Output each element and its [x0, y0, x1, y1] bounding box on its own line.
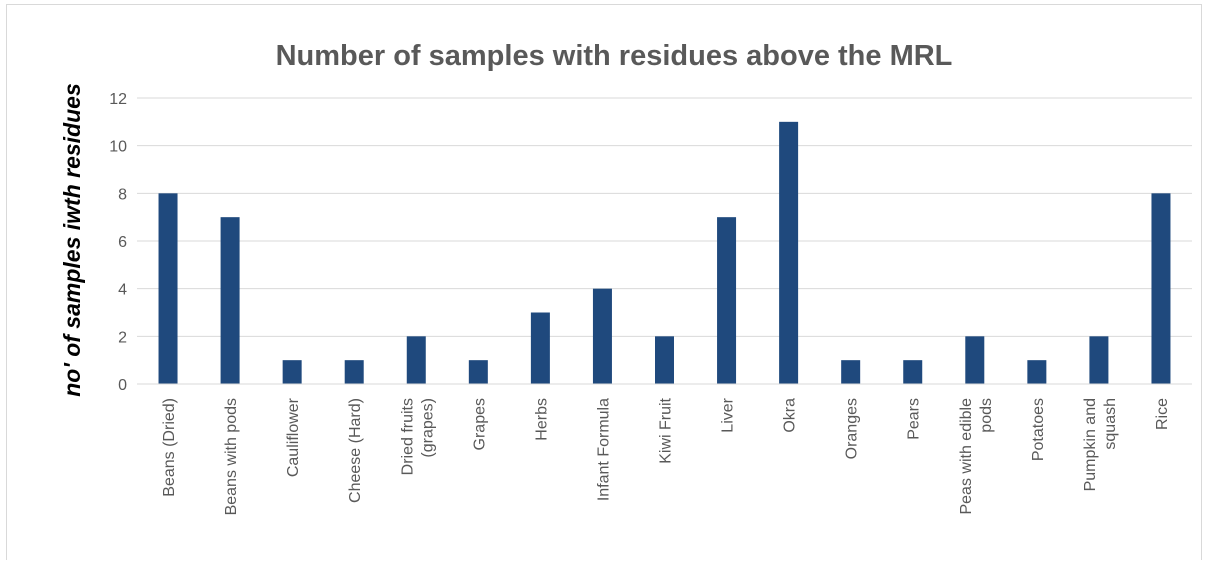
x-tick-label-line: squash — [1102, 398, 1119, 450]
x-axis-ticks: Beans (Dried) Beans with pods Cauliflower C… — [161, 397, 1171, 515]
x-tick-label-line: Pears — [906, 398, 923, 440]
y-tick-label: 12 — [109, 91, 127, 108]
bars — [158, 121, 1171, 384]
x-tick-label-line: Peas with edible — [958, 398, 975, 515]
y-tick-label: 2 — [118, 329, 127, 346]
x-tick-label-line: Liver — [720, 397, 737, 432]
bar — [1151, 193, 1171, 384]
y-tick-label: 6 — [118, 234, 127, 251]
bar — [841, 360, 861, 384]
x-tick-label-line: Potatoes — [1030, 398, 1047, 461]
y-tick-label: 4 — [118, 282, 127, 299]
chart-frame — [6, 4, 1202, 560]
bar — [903, 360, 923, 384]
bar — [717, 217, 737, 384]
x-tick-label: Pears — [906, 398, 923, 440]
x-tick-label: Beans (Dried) — [161, 398, 178, 497]
x-tick-label-line: Kiwi Fruit — [658, 397, 675, 463]
x-tick-label: Pumpkin and squash — [1082, 398, 1119, 491]
bar — [220, 217, 240, 384]
x-tick-label-line: Beans with pods — [223, 398, 240, 515]
x-tick-label: Infant Formula — [595, 398, 612, 501]
bar — [655, 336, 674, 384]
bar — [344, 360, 364, 384]
x-tick-label: Cheese (Hard) — [347, 398, 364, 503]
x-tick-label-line: Grapes — [471, 398, 488, 450]
x-tick-label-line: Herbs — [533, 398, 550, 441]
x-tick-label-line: pods — [978, 398, 995, 433]
y-tick-label: 8 — [118, 186, 127, 203]
x-tick-label: Liver — [720, 397, 737, 432]
y-axis-ticks: 0 2 4 6 8 10 12 — [109, 91, 127, 394]
x-tick-label: Cauliflower — [285, 397, 302, 477]
bar — [592, 288, 612, 384]
bar — [1089, 336, 1109, 384]
x-tick-label: Grapes — [471, 398, 488, 450]
x-tick-label: Herbs — [533, 398, 550, 441]
y-tick-label: 0 — [118, 377, 127, 394]
y-tick-label: 10 — [109, 139, 127, 156]
gridlines — [137, 97, 1192, 337]
x-tick-label: Dried fruits (grapes) — [399, 398, 436, 475]
x-tick-label-line: Cheese (Hard) — [347, 398, 364, 503]
x-tick-label-line: Cauliflower — [285, 397, 302, 477]
y-axis-label: no' of samples iwth residues — [59, 83, 85, 397]
bar — [158, 193, 178, 384]
bar — [1027, 360, 1047, 384]
x-tick-label-line: Pumpkin and — [1082, 398, 1099, 491]
x-tick-label-line: Okra — [782, 398, 799, 433]
x-tick-label-line: (grapes) — [419, 398, 436, 458]
x-tick-label: Okra — [782, 398, 799, 433]
x-tick-label: Oranges — [844, 398, 861, 459]
bar — [406, 336, 426, 384]
x-tick-label: Kiwi Fruit — [658, 397, 675, 463]
x-tick-label-line: Dried fruits — [399, 398, 416, 475]
bar — [965, 336, 985, 384]
x-tick-label-line: Infant Formula — [595, 398, 612, 501]
x-tick-label: Potatoes — [1030, 398, 1047, 461]
x-tick-label: Beans with pods — [223, 398, 240, 515]
bar — [468, 360, 488, 384]
x-tick-label: Rice — [1154, 398, 1171, 430]
x-tick-label: Peas with edible pods — [958, 398, 995, 515]
chart-title: Number of samples with residues above th… — [276, 40, 953, 72]
bar — [530, 312, 550, 384]
bar — [779, 121, 799, 384]
x-tick-label-line: Beans (Dried) — [161, 398, 178, 497]
x-tick-label-line: Oranges — [844, 398, 861, 459]
x-tick-label-line: Rice — [1154, 398, 1171, 430]
bar — [282, 360, 302, 384]
